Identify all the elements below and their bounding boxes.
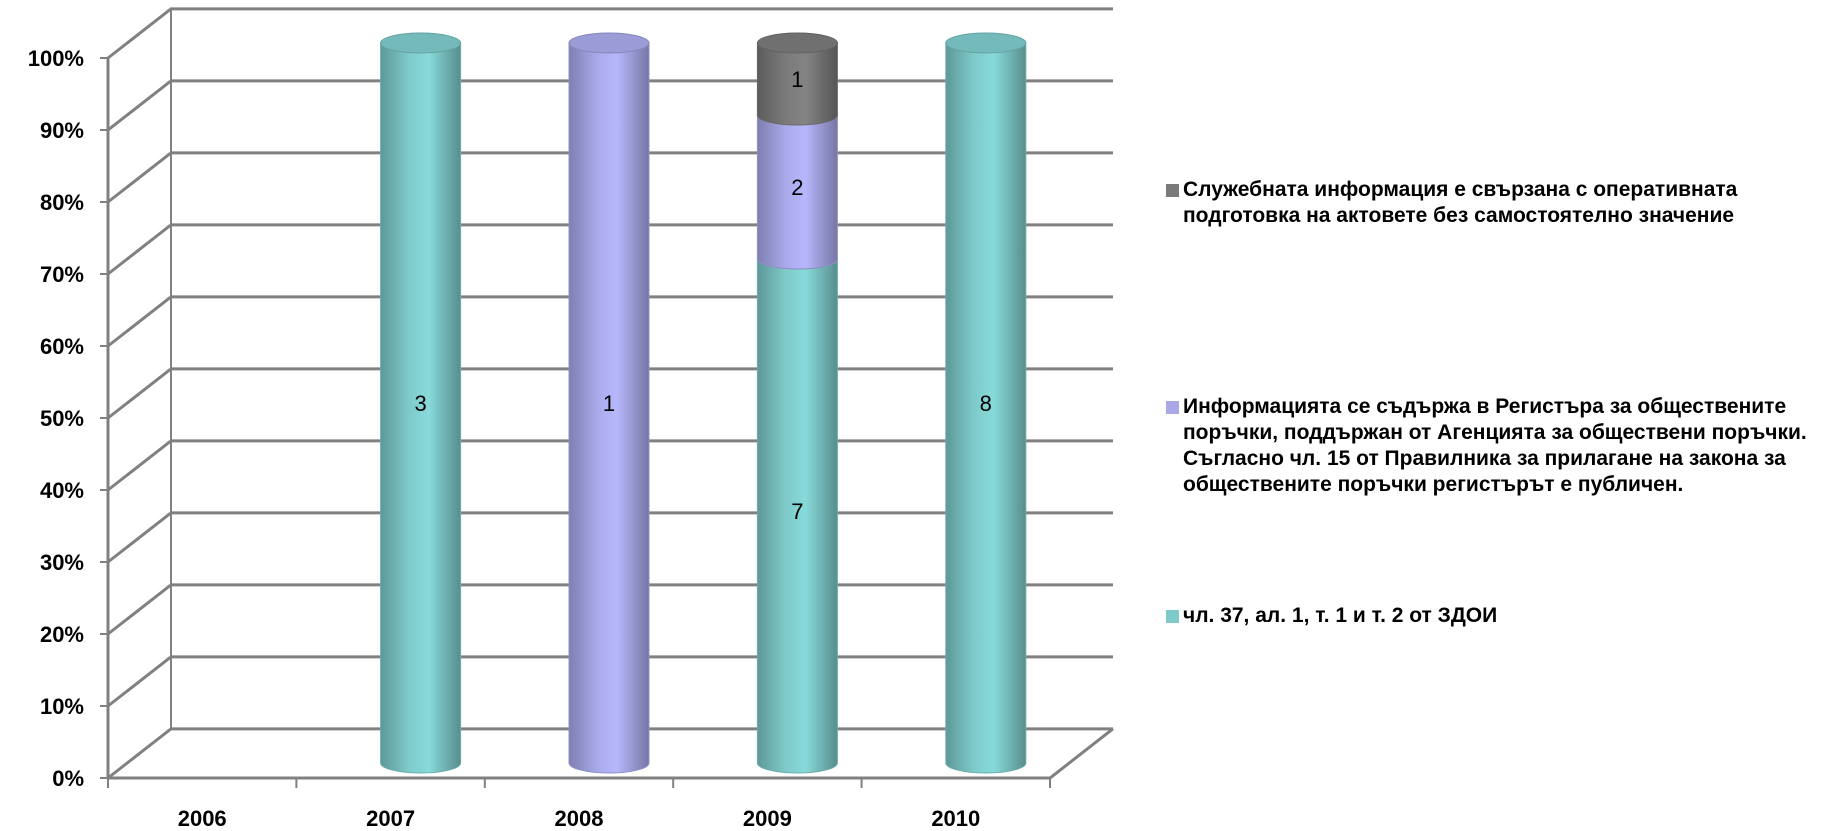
y-tick-label: 30% (40, 550, 84, 575)
y-tick-label: 100% (28, 46, 84, 71)
legend-swatch-zdoi (1166, 610, 1179, 623)
data-label: 1 (791, 67, 803, 92)
x-tick-label: 2010 (931, 806, 980, 831)
bar-top (757, 33, 837, 53)
bars: 3 1 7 2 1 8 (381, 33, 1026, 773)
legend-swatch-registry (1166, 401, 1179, 414)
y-tick-label: 40% (40, 478, 84, 503)
legend-label-zdoi: чл. 37, ал. 1, т. 1 и т. 2 от ЗДОИ (1183, 603, 1823, 629)
bar-segment: 8 (946, 33, 1026, 773)
data-label: 2 (791, 175, 803, 200)
data-label: 3 (414, 391, 426, 416)
legend-label-service-info: Служебната информация е свързана с опера… (1183, 177, 1823, 229)
x-tick-label: 2006 (178, 806, 227, 831)
y-tick-label: 20% (40, 622, 84, 647)
x-tick-label: 2007 (366, 806, 415, 831)
bar-segment: 3 (381, 33, 461, 773)
x-tick-label: 2009 (743, 806, 792, 831)
bar-segment: 2 (757, 105, 837, 269)
data-label: 1 (603, 391, 615, 416)
y-tick-label: 80% (40, 190, 84, 215)
y-tick-label: 70% (40, 262, 84, 287)
bar-segment: 1 (757, 33, 837, 125)
y-tick-label: 60% (40, 334, 84, 359)
bar-segment: 1 (569, 33, 649, 773)
bar-top (569, 33, 649, 53)
bar-top (946, 33, 1026, 53)
x-axis: 2006 2007 2008 2009 2010 (108, 778, 1050, 831)
data-label: 7 (791, 499, 803, 524)
legend-swatch-service-info (1166, 184, 1179, 197)
legend-item-zdoi: чл. 37, ал. 1, т. 1 и т. 2 от ЗДОИ (1166, 603, 1823, 629)
y-tick-label: 0% (52, 766, 84, 791)
legend: Служебната информация е свързана с опера… (1166, 0, 1826, 831)
bar-segment: 7 (757, 249, 837, 773)
y-tick-label: 10% (40, 694, 84, 719)
legend-label-registry: Информацията се съдържа в Регистъра за о… (1183, 394, 1823, 498)
data-label: 8 (980, 391, 992, 416)
y-tick-label: 90% (40, 118, 84, 143)
legend-item-service-info: Служебната информация е свързана с опера… (1166, 177, 1823, 229)
legend-item-registry: Информацията се съдържа в Регистъра за о… (1166, 394, 1823, 498)
x-tick-label: 2008 (555, 806, 604, 831)
y-axis: 0% 10% 20% 30% 40% 50% 60% 70% 80% 90% 100% (28, 46, 108, 791)
y-tick-label: 50% (40, 406, 84, 431)
bar-top (381, 33, 461, 53)
